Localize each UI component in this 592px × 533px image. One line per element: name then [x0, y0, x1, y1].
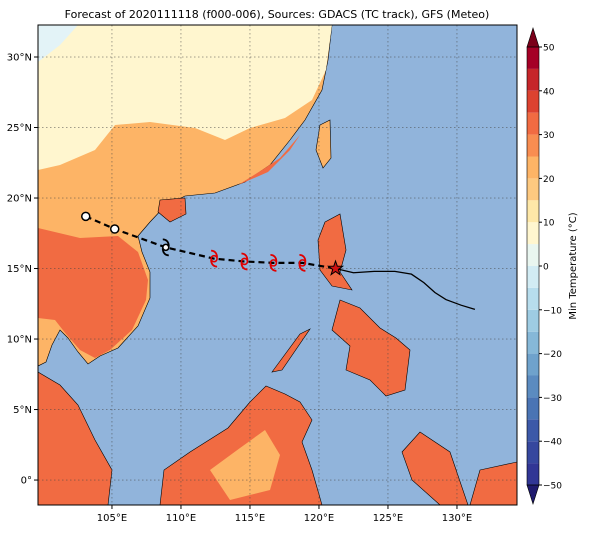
cyclone-symbol [298, 253, 307, 272]
colorbar-bin [527, 156, 539, 179]
taiwan [315, 119, 332, 169]
cyclone-arm [211, 249, 218, 258]
observed-track [335, 267, 476, 311]
colorbar-bin [527, 112, 539, 135]
cyclone-arm [210, 259, 218, 268]
lat-tick-label: 30°N [7, 53, 32, 64]
luzon [317, 213, 353, 291]
colorbar-bin [527, 68, 539, 91]
lon-tick-label: 125°E [373, 513, 403, 524]
colorbar-tick-label: −40 [543, 438, 562, 448]
current-position [326, 259, 345, 276]
colorbar-bin [527, 266, 539, 288]
cyclone-arm [241, 252, 249, 261]
colorbar-label: Min Temperature (°C) [568, 212, 579, 319]
cyclone-eye [269, 259, 278, 267]
colorbar-tick-label: −20 [543, 350, 562, 360]
cyclone-symbol [240, 252, 249, 271]
colorbar-bin [527, 200, 539, 223]
colorbar-tick-label: −30 [543, 394, 562, 404]
colorbar-bin [527, 375, 539, 398]
islands [469, 461, 517, 505]
cyclone-eye [240, 257, 249, 266]
lon-tick-label: 105°E [97, 513, 127, 524]
colorbar-tick-label: 20 [543, 175, 555, 185]
lat-tick-label: 25°N [7, 123, 32, 134]
colorbar-tick-label: −10 [543, 306, 562, 316]
cyclone-arm [162, 238, 170, 247]
colorbar-under [526, 484, 540, 505]
colorbar-bin [527, 244, 539, 266]
cyclone-symbol [210, 249, 218, 268]
colorbar-bin [527, 441, 539, 464]
colorbar-bin [527, 309, 539, 332]
cyclone-eye [210, 254, 218, 263]
map-frame [37, 24, 518, 506]
cyclone-arm [299, 253, 307, 262]
colorbar-bin [527, 331, 539, 354]
track-point [80, 211, 91, 222]
cyclone-eye [298, 259, 307, 267]
forecast-track [85, 215, 336, 270]
lon-tick-label: 115°E [235, 513, 265, 524]
colorbar-bin [527, 419, 539, 442]
cyclone-arm [270, 253, 278, 262]
colorbar-tick-label: 30 [543, 131, 555, 141]
lat-tick-label: 5°N [13, 405, 32, 416]
lat-tick-label: 10°N [7, 335, 32, 346]
lat-tick-label: 20°N [7, 194, 32, 205]
sulawesi [401, 431, 469, 505]
colorbar-bin [527, 47, 539, 69]
palawan [271, 328, 311, 373]
colorbar-bin [527, 353, 539, 376]
lon-tick-label: 110°E [166, 513, 196, 524]
cyclone-arm [269, 263, 277, 272]
lon-tick-label: 130°E [442, 513, 472, 524]
cool-zone [38, 25, 332, 170]
colorbar-bin [527, 397, 539, 420]
borneo-inland [210, 430, 280, 500]
colorbar-bin [527, 90, 539, 113]
colorbar-bin [527, 463, 539, 485]
warm-zone [38, 228, 148, 358]
cyclone-symbol [269, 253, 278, 272]
colorbar-bin [527, 287, 539, 310]
colorbar-tick-label: −50 [543, 482, 562, 492]
colorbar-tick-label: 50 [543, 44, 555, 54]
colorbar-bin [527, 222, 539, 245]
cyclone-eye [161, 243, 170, 252]
lat-tick-label: 0° [21, 476, 32, 487]
track-point [109, 224, 120, 234]
cyclone-arm [240, 262, 248, 271]
cyclone-arm [161, 248, 169, 257]
map-title: Forecast of 2020111118 (f000-006), Sourc… [65, 8, 490, 21]
colorbar-tick-label: 10 [543, 219, 555, 229]
sumatra [38, 371, 113, 505]
visayas-mindanao [331, 299, 411, 397]
colorbar-over [526, 27, 540, 48]
cold-zone [38, 25, 78, 62]
lon-tick-label: 120°E [304, 513, 334, 524]
map-area [38, 25, 517, 505]
lat-tick-label: 15°N [7, 264, 32, 275]
colorbar-tick-label: 0 [543, 263, 549, 273]
colorbar-bin [527, 134, 539, 157]
borneo [159, 385, 323, 505]
cyclone-arm [298, 263, 306, 272]
colorbar-tick-label: 40 [543, 87, 555, 97]
cyclone-symbol [161, 238, 170, 257]
colorbar-bin [527, 178, 539, 201]
